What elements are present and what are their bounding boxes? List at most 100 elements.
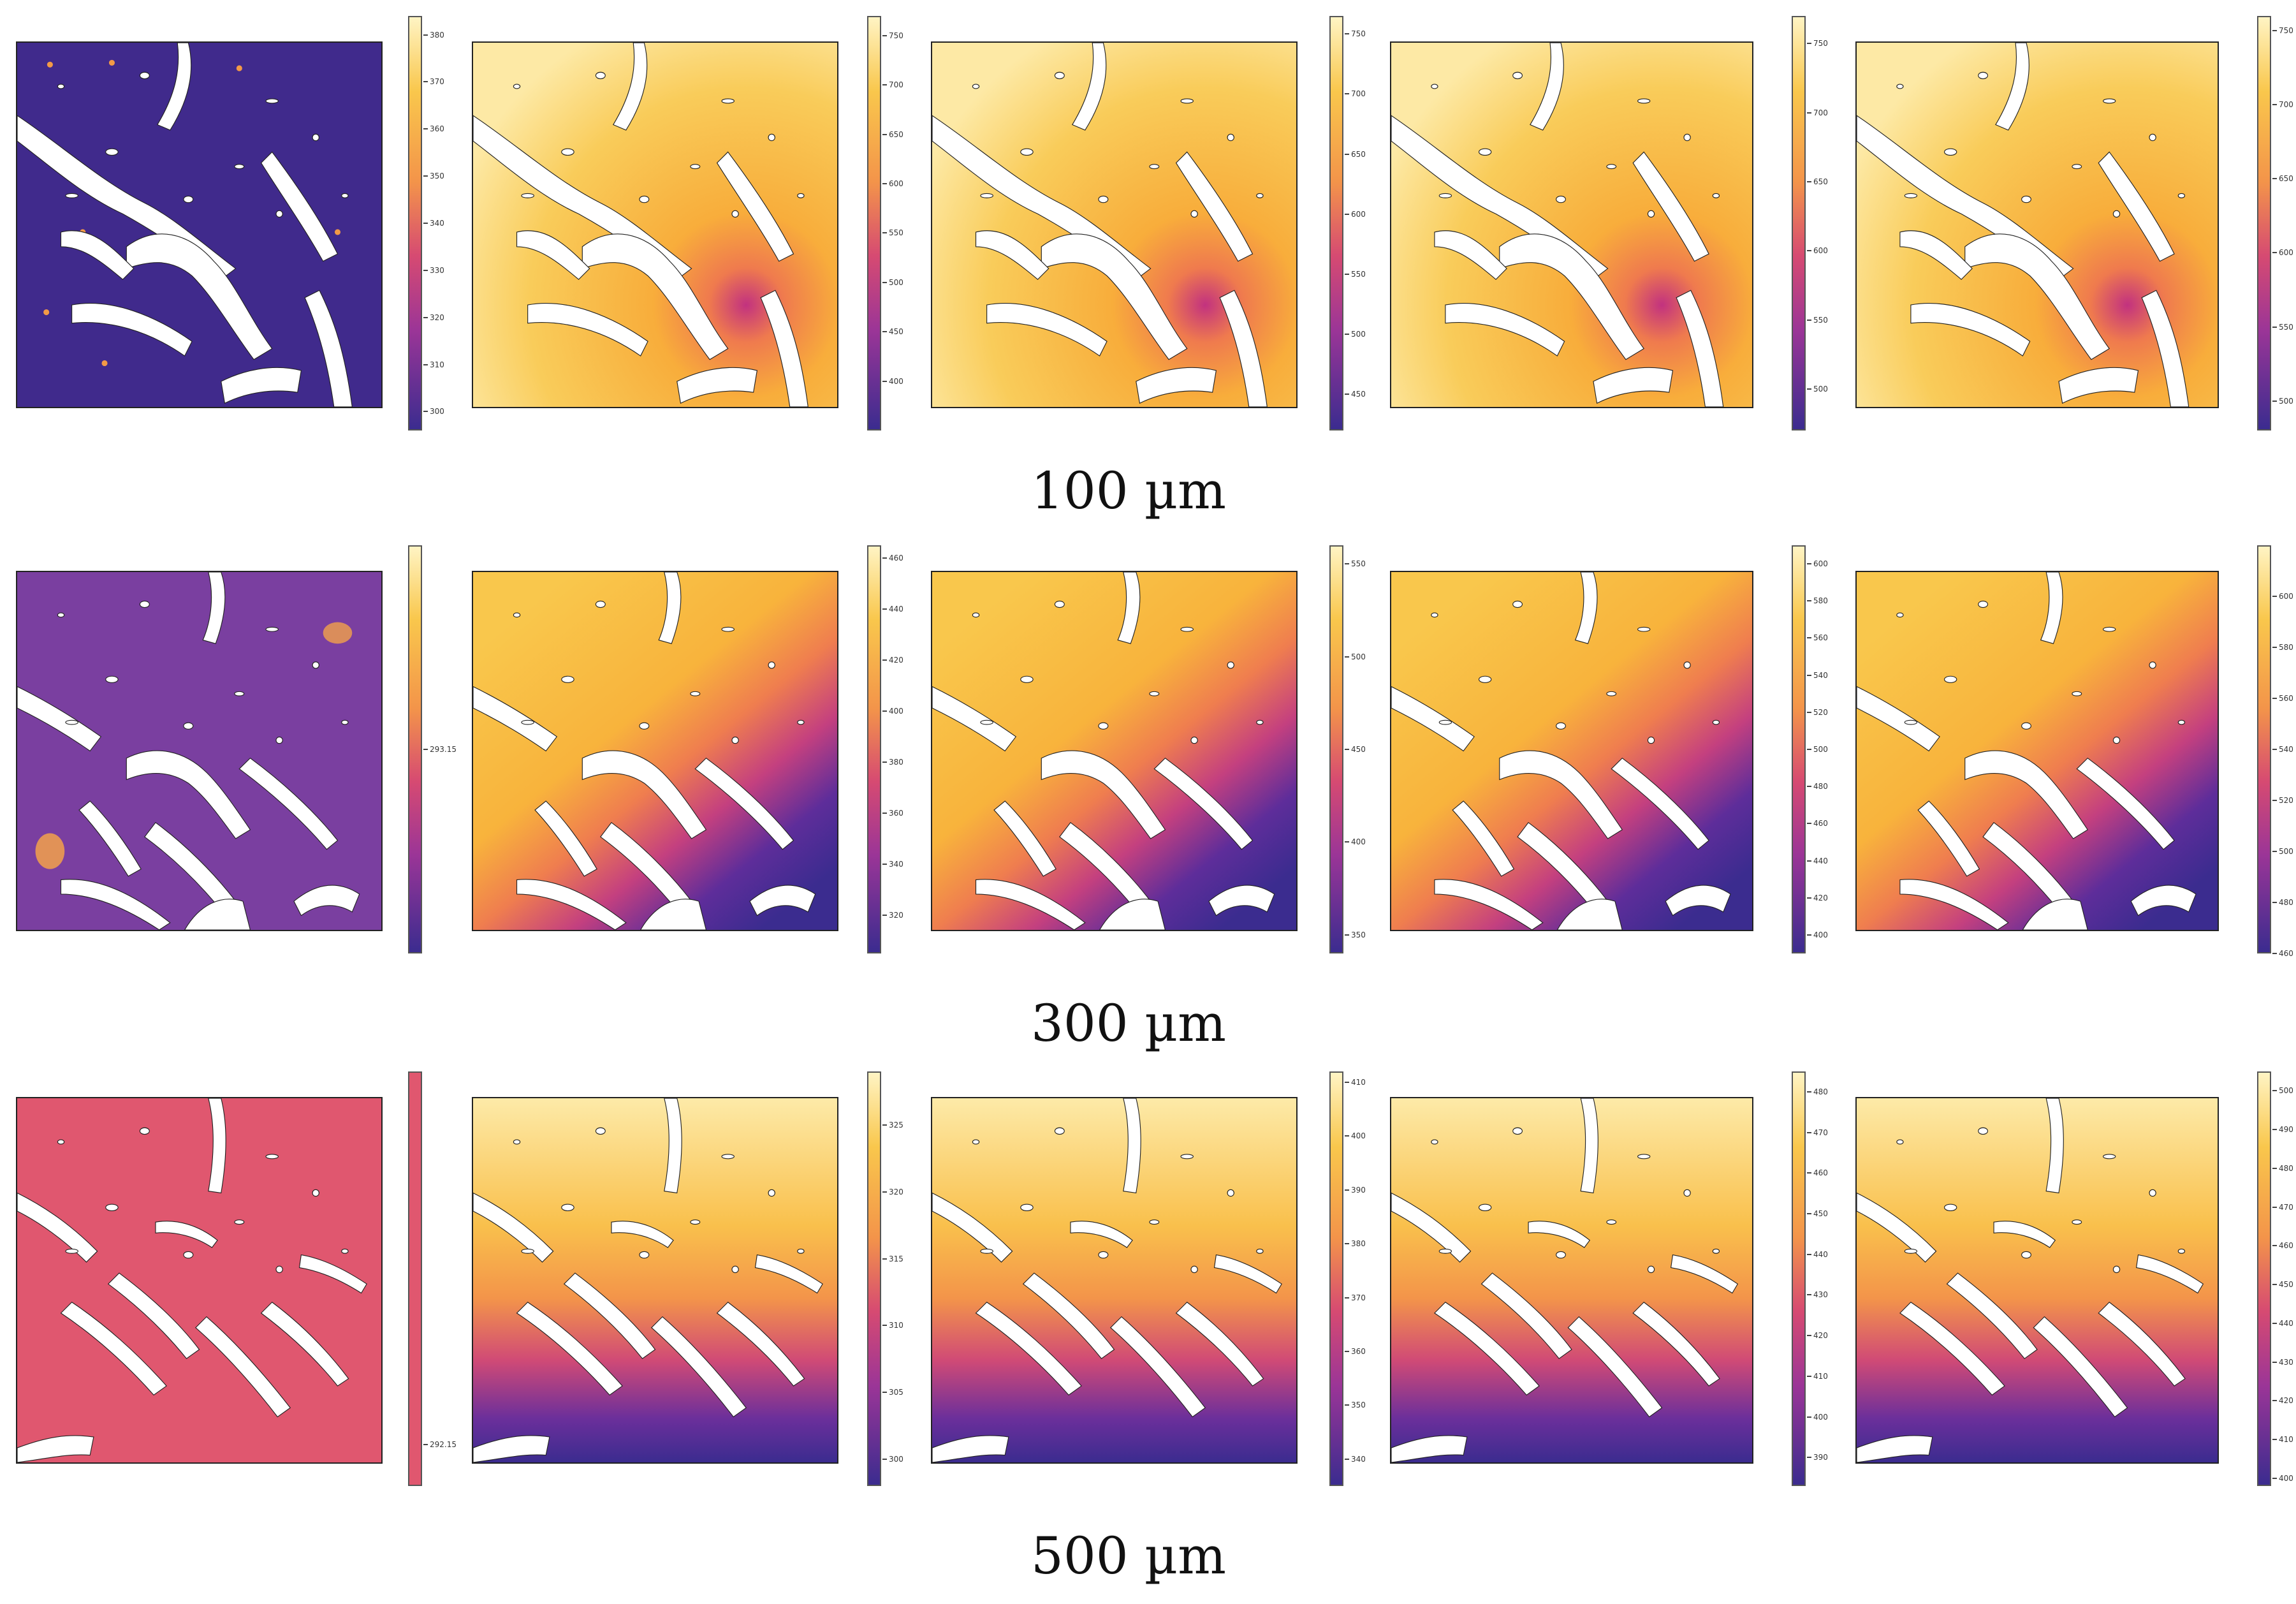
colorbar: [1329, 16, 1343, 430]
colorbar-tick-label: 440: [882, 605, 903, 614]
colorbar-tick-label: 340: [1345, 1454, 1366, 1464]
colorbar-tick-label: 650: [1807, 177, 1828, 186]
colorbar: [2257, 1071, 2271, 1486]
colorbar-tick-label: 600: [882, 179, 903, 189]
heatmap-panel: [1390, 571, 1753, 931]
colorbar-tick-label: 700: [2272, 100, 2293, 110]
colorbar-tick-label: 400: [1345, 1131, 1366, 1141]
colorbar-tick-label: 700: [1345, 89, 1366, 99]
heatmap-field: [1391, 43, 1752, 407]
colorbar-tick-label: 315: [882, 1254, 903, 1263]
colorbar: [867, 1071, 881, 1486]
colorbar-tick-label: 400: [882, 707, 903, 716]
colorbar-tick-label: 360: [1345, 1346, 1366, 1356]
colorbar-tick-label: 540: [1807, 670, 1828, 680]
colorbar-tick-label: 550: [882, 228, 903, 238]
colorbar-tick-label: 490: [2272, 1125, 2293, 1135]
row-caption: 100 µm: [1031, 461, 1226, 520]
row-caption: 300 µm: [1031, 994, 1226, 1053]
colorbar-tick-label: 310: [882, 1321, 903, 1330]
colorbar-tick-label: 460: [882, 554, 903, 563]
colorbar-tick-label: 600: [1807, 559, 1828, 569]
colorbar-tick-label: 350: [1345, 930, 1366, 939]
colorbar-tick-label: 480: [2272, 898, 2293, 907]
heatmap-field: [473, 43, 837, 407]
heatmap-field: [17, 572, 381, 930]
heatmap-panel: [472, 571, 838, 931]
heatmap-panel: [1855, 571, 2219, 931]
colorbar-tick-label: 350: [423, 172, 444, 181]
colorbar-tick-label: 320: [882, 911, 903, 920]
colorbar-tick-label: 320: [882, 1187, 903, 1196]
colorbar-tick-label: 420: [2272, 1396, 2293, 1406]
colorbar-tick-label: 325: [882, 1120, 903, 1129]
colorbar-tick-label: 480: [1807, 1087, 1828, 1096]
colorbar-tick-label: 320: [423, 313, 444, 322]
colorbar-tick-label: 480: [2272, 1163, 2293, 1173]
colorbar-tick-label: 580: [1807, 596, 1828, 606]
colorbar-tick-label: 410: [1345, 1077, 1366, 1087]
colorbar-tick-label: 500: [1807, 745, 1828, 754]
colorbar-tick-label: 480: [1807, 782, 1828, 791]
colorbar: [2257, 16, 2271, 430]
colorbar-tick-label: 460: [1807, 819, 1828, 828]
colorbar-tick-label: 700: [882, 80, 903, 90]
colorbar: [867, 16, 881, 430]
colorbar-tick-label: 370: [1345, 1293, 1366, 1302]
heatmap-field: [17, 1098, 381, 1462]
heatmap-field: [473, 1098, 837, 1462]
heatmap-field: [932, 43, 1296, 407]
colorbar-tick-label: 420: [882, 656, 903, 665]
colorbar-tick-label: 700: [1807, 108, 1828, 117]
heatmap-panel: [931, 1097, 1298, 1464]
colorbar-tick-label: 550: [2272, 322, 2293, 332]
colorbar-tick-label: 470: [1807, 1128, 1828, 1137]
colorbar-tick-label: 380: [1345, 1239, 1366, 1249]
row-caption: 500 µm: [1031, 1526, 1226, 1586]
colorbar-tick-label: 300: [882, 1455, 903, 1464]
colorbar-tick-label: 400: [1807, 930, 1828, 939]
colorbar-tick-label: 390: [1345, 1185, 1366, 1195]
colorbar-tick-label: 520: [2272, 796, 2293, 805]
heatmap-panel: [16, 571, 383, 931]
colorbar-tick-label: 310: [423, 360, 444, 369]
colorbar-tick-label: 380: [882, 758, 903, 767]
colorbar-tick-label: 450: [1345, 745, 1366, 754]
colorbar-tick-label: 500: [2272, 1086, 2293, 1096]
colorbar-tick-label: 600: [1345, 209, 1366, 219]
heatmap-field: [1857, 43, 2218, 407]
colorbar-tick-label: 460: [1807, 1168, 1828, 1178]
heatmap-field: [932, 1098, 1296, 1462]
colorbar-tick-label: 500: [1345, 652, 1366, 661]
heatmap-panel: [931, 571, 1298, 931]
colorbar-tick-label: 390: [1807, 1453, 1828, 1462]
colorbar-tick-label: 650: [2272, 174, 2293, 184]
heatmap-panel: [1855, 1097, 2219, 1464]
colorbar-tick-label: 293.15: [423, 745, 457, 754]
colorbar-tick-label: 350: [1345, 1401, 1366, 1410]
colorbar-tick-label: 420: [1807, 1331, 1828, 1341]
colorbar-tick-label: 500: [882, 277, 903, 287]
colorbar-tick-label: 460: [2272, 1241, 2293, 1251]
colorbar-tick-label: 550: [1345, 559, 1366, 569]
colorbar: [1792, 16, 1806, 430]
heatmap-field: [1857, 1098, 2218, 1462]
colorbar-tick-label: 400: [1807, 1412, 1828, 1422]
colorbar-tick-label: 750: [1345, 29, 1366, 39]
colorbar-tick-label: 440: [1807, 856, 1828, 865]
heatmap-panel: [1855, 41, 2219, 408]
colorbar-tick-label: 292.15: [423, 1440, 457, 1449]
colorbar-tick-label: 400: [882, 376, 903, 386]
colorbar-tick-label: 360: [423, 124, 444, 134]
colorbar-tick-label: 650: [882, 129, 903, 139]
colorbar-tick-label: 300: [423, 407, 444, 416]
heatmap-panel: [1390, 41, 1753, 408]
heatmap-panel: [931, 41, 1298, 408]
colorbar-tick-label: 305: [882, 1388, 903, 1397]
colorbar: [1329, 545, 1343, 953]
colorbar-tick-label: 340: [882, 860, 903, 869]
colorbar-tick-label: 650: [1345, 149, 1366, 159]
colorbar: [408, 1071, 422, 1486]
colorbar-tick-label: 500: [1807, 385, 1828, 394]
colorbar-tick-label: 410: [1807, 1371, 1828, 1381]
